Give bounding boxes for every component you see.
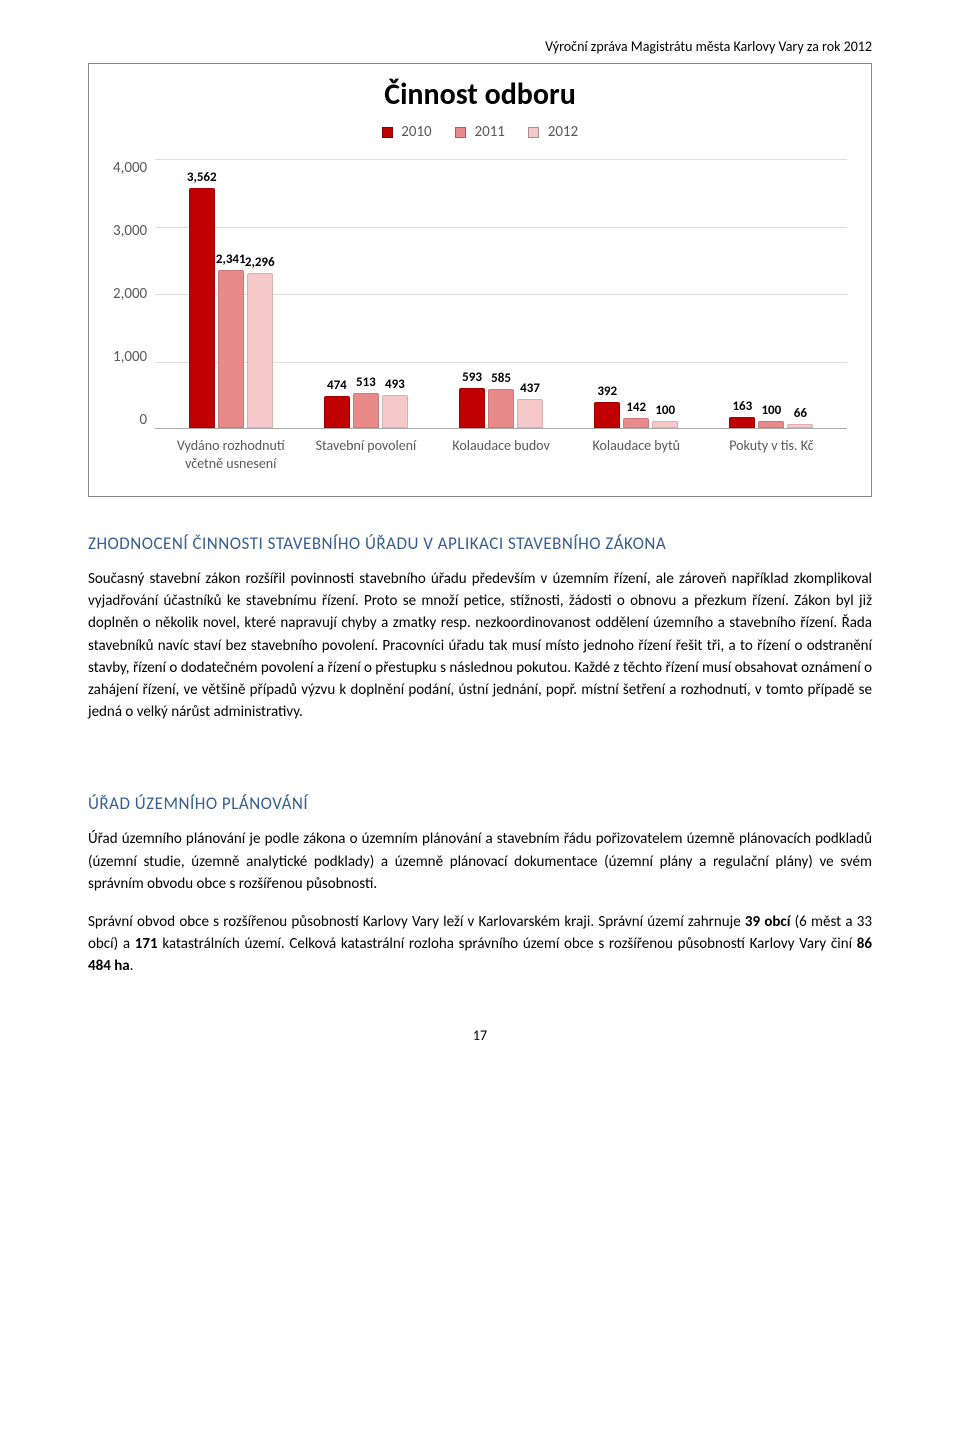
bar-group: 474513493 <box>324 393 408 428</box>
bar: 474 <box>324 396 350 428</box>
bar-value-label: 163 <box>732 399 752 414</box>
bar: 100 <box>758 421 784 428</box>
text-run: . <box>130 957 134 975</box>
bar-value-label: 100 <box>655 403 675 418</box>
x-axis-label: Kolaudace bytů <box>569 437 704 472</box>
y-tick: 1,000 <box>113 348 147 366</box>
x-axis-label: Kolaudace budov <box>434 437 569 472</box>
legend-item: 2012 <box>528 123 578 141</box>
bar: 392 <box>594 402 620 428</box>
section-body-1: Současný stavební zákon rozšířil povinno… <box>88 568 872 723</box>
bar: 142 <box>623 418 649 428</box>
x-axis-label: Stavební povolení <box>298 437 433 472</box>
legend-swatch <box>455 127 466 138</box>
x-axis-labels: Vydáno rozhodnutí včetně usneseníStavebn… <box>155 429 847 472</box>
chart-gridline <box>155 159 847 160</box>
legend-label: 2011 <box>474 123 504 141</box>
bar-value-label: 392 <box>597 384 617 399</box>
bar: 513 <box>353 393 379 428</box>
legend-item: 2011 <box>455 123 505 141</box>
y-tick: 4,000 <box>113 159 147 177</box>
bar-value-label: 474 <box>327 378 347 393</box>
y-tick: 0 <box>140 411 148 429</box>
section-body-2b: Správní obvod obce s rozšířenou působnos… <box>88 911 872 978</box>
y-axis: 4,000 3,000 2,000 1,000 0 <box>113 159 155 429</box>
chart-area: 4,000 3,000 2,000 1,000 0 3,5622,3412,29… <box>113 159 847 472</box>
y-tick: 3,000 <box>113 222 147 240</box>
bar: 3,562 <box>189 188 215 428</box>
bar-value-label: 2,296 <box>245 255 275 270</box>
bar-group: 16310066 <box>729 417 813 428</box>
legend-swatch <box>382 127 393 138</box>
chart-title: Činnost odboru <box>113 76 847 113</box>
chart-legend: 2010 2011 2012 <box>113 123 847 141</box>
x-axis-label: Pokuty v tis. Kč <box>704 437 839 472</box>
page-number: 17 <box>88 1027 872 1044</box>
bar: 163 <box>729 417 755 428</box>
bar-value-label: 493 <box>385 377 405 392</box>
y-tick: 2,000 <box>113 285 147 303</box>
text-run: Správní obvod obce s rozšířenou působnos… <box>88 913 745 931</box>
text-run: katastrálních území. Celková katastrální… <box>158 935 857 953</box>
section-heading-2: ÚŘAD ÚZEMNÍHO PLÁNOVÁNÍ <box>88 793 872 814</box>
bar-value-label: 593 <box>462 370 482 385</box>
bar-value-label: 2,341 <box>216 252 246 267</box>
bold-count-katastr: 171 <box>135 935 158 953</box>
bar-value-label: 100 <box>761 403 781 418</box>
bar-value-label: 437 <box>520 381 540 396</box>
bar: 493 <box>382 395 408 428</box>
bar: 2,296 <box>247 273 273 428</box>
bar: 585 <box>488 389 514 428</box>
bar: 593 <box>459 388 485 428</box>
bar: 2,341 <box>218 270 244 428</box>
bar-value-label: 3,562 <box>187 170 217 185</box>
bar-group: 392142100 <box>594 402 678 428</box>
bar-value-label: 585 <box>491 371 511 386</box>
legend-label: 2010 <box>401 123 431 141</box>
legend-label: 2012 <box>548 123 578 141</box>
bar: 100 <box>652 421 678 428</box>
chart-plot: 3,5622,3412,2964745134935935854373921421… <box>155 159 847 429</box>
legend-item: 2010 <box>382 123 432 141</box>
bold-count-obce: 39 obcí <box>745 913 791 931</box>
section-body-2a: Úřad územního plánování je podle zákona … <box>88 828 872 895</box>
x-axis-label: Vydáno rozhodnutí včetně usnesení <box>163 437 298 472</box>
bar: 66 <box>787 424 813 428</box>
bar-group: 593585437 <box>459 388 543 428</box>
chart-container: Činnost odboru 2010 2011 2012 4,000 3,00… <box>88 63 872 497</box>
bar-value-label: 66 <box>794 406 807 421</box>
bar-value-label: 513 <box>356 375 376 390</box>
section-heading-1: ZHODNOCENÍ ČINNOSTI STAVEBNÍHO ÚŘADU V A… <box>88 533 872 554</box>
legend-swatch <box>528 127 539 138</box>
bar-group: 3,5622,3412,296 <box>189 188 273 428</box>
bar-value-label: 142 <box>626 400 646 415</box>
bar: 437 <box>517 399 543 428</box>
page-header: Výroční zpráva Magistrátu města Karlovy … <box>88 38 872 55</box>
